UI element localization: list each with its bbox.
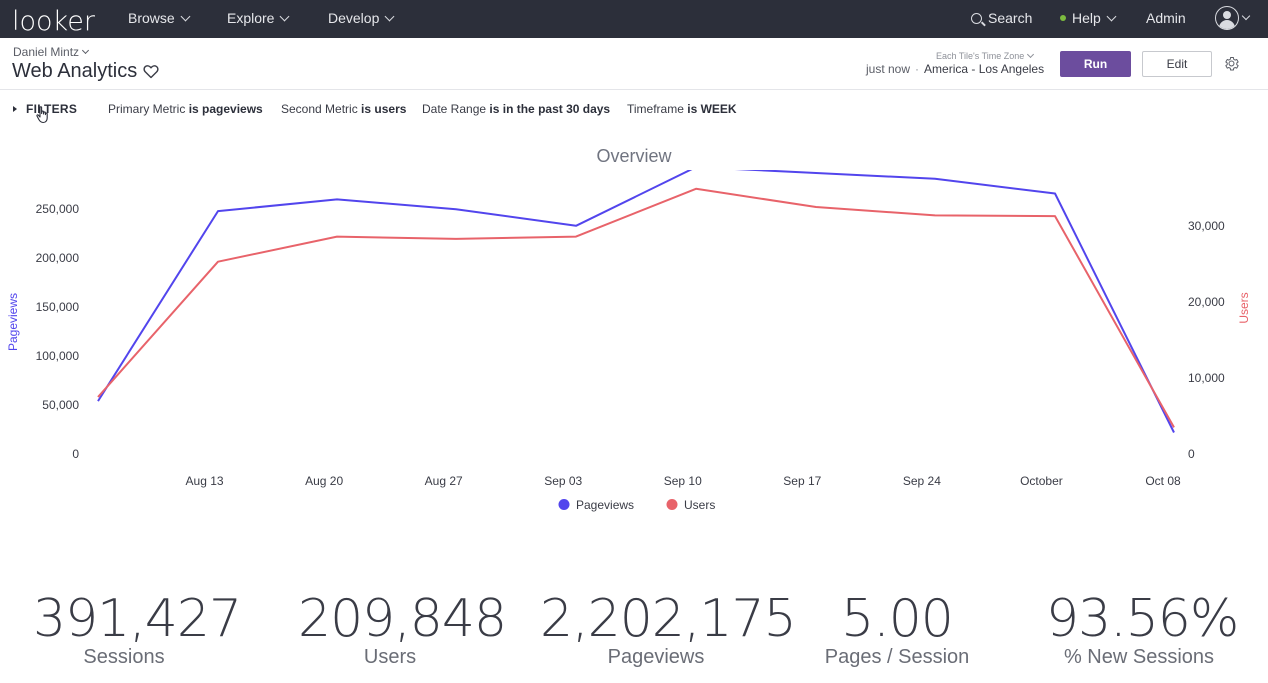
timezone-caption: Each Tile's Time Zone: [936, 51, 1025, 61]
status-dot-icon: [1060, 15, 1066, 21]
y-right-axis-title: Users: [1237, 292, 1251, 323]
chevron-down-icon: [180, 11, 191, 22]
x-tick-label: Aug 27: [425, 474, 463, 488]
heart-icon[interactable]: [143, 64, 159, 79]
filter-value: is WEEK: [687, 102, 737, 116]
kpi-label: Pages / Session: [824, 646, 970, 668]
nav-search-label: Search: [988, 10, 1033, 26]
kpi-pages-per-session: 5.00 Pages / Session: [818, 590, 976, 668]
filters-toggle[interactable]: FILTERS: [13, 102, 77, 116]
filter-value: is pageviews: [188, 102, 263, 116]
timezone-selector[interactable]: Each Tile's Time Zone: [936, 50, 1035, 61]
filter-timeframe[interactable]: Timeframe is WEEK: [627, 102, 737, 116]
chevron-down-icon[interactable]: [1241, 11, 1251, 21]
nav-search[interactable]: Search: [971, 0, 1032, 38]
legend-marker-users: [666, 499, 678, 510]
legend-label-pageviews: Pageviews: [576, 498, 634, 512]
nav-explore-label: Explore: [227, 10, 275, 26]
hand-pointer-icon: [36, 106, 48, 124]
chart-title: Overview: [596, 146, 672, 166]
nav-admin-label: Admin: [1146, 10, 1186, 26]
kpi-label: % New Sessions: [1063, 646, 1215, 668]
y-left-axis-title: Pageviews: [6, 293, 20, 351]
last-run-info: just now · America - Los Angeles: [866, 62, 1044, 76]
kpi-label: Sessions: [83, 646, 165, 668]
x-tick-label: October: [1020, 474, 1063, 488]
x-tick-label: Aug 20: [305, 474, 343, 488]
x-tick-label: Oct 08: [1145, 474, 1181, 488]
chevron-down-icon: [1106, 11, 1117, 22]
y-left-tick-label: 100,000: [36, 349, 80, 363]
legend-label-users: Users: [684, 498, 715, 512]
kpi-pageviews: 2,202,175 Pageviews: [540, 589, 797, 668]
filter-name: Date Range: [422, 102, 487, 116]
nav-admin[interactable]: Admin: [1146, 0, 1186, 38]
chevron-down-icon: [384, 11, 395, 22]
chevron-down-icon: [280, 11, 290, 22]
owner-name: Daniel Mintz: [13, 45, 80, 59]
logo-text: looker: [12, 6, 95, 37]
looker-logo[interactable]: looker: [12, 4, 95, 37]
dashboard-owner[interactable]: Daniel Mintz: [13, 45, 90, 59]
kpi-value: 93.56%: [1046, 589, 1239, 649]
separator-dot: ·: [915, 62, 920, 76]
nav-develop[interactable]: Develop: [328, 0, 395, 38]
y-left-tick-label: 200,000: [36, 251, 80, 265]
header-divider: [0, 89, 1268, 90]
chevron-down-icon: [81, 46, 90, 55]
y-left-tick-label: 150,000: [36, 300, 80, 314]
kpi-value: 391,427: [33, 589, 242, 649]
nav-browse[interactable]: Browse: [128, 0, 191, 38]
overview-line-chart: 0 50,000 100,000 150,000 200,000 250,000 0 10,0…: [6, 170, 1251, 512]
y-right-tick-label: 10,000: [1188, 371, 1225, 385]
x-tick-label: Aug 13: [186, 474, 224, 488]
filter-name: Primary Metric: [108, 102, 186, 116]
timezone-value: America - Los Angeles: [924, 62, 1045, 76]
user-avatar-icon[interactable]: [1215, 6, 1239, 30]
y-left-tick-label: 0: [72, 447, 79, 461]
y-right-tick-label: 30,000: [1188, 219, 1225, 233]
chevron-down-icon: [1027, 50, 1035, 59]
filter-name: Second Metric: [281, 102, 358, 116]
series-line-pageviews: [97, 170, 1175, 433]
filter-second-metric[interactable]: Second Metric is users: [281, 102, 406, 116]
kpi-label: Users: [363, 646, 417, 668]
y-left-tick-label: 250,000: [36, 202, 80, 216]
filter-date-range[interactable]: Date Range is in the past 30 days: [422, 102, 610, 116]
x-tick-label: Sep 03: [544, 474, 582, 488]
kpi-new-sessions: 93.56% % New Sessions: [1046, 589, 1239, 668]
nav-develop-label: Develop: [328, 10, 380, 26]
search-icon: [971, 13, 982, 24]
page-title: Web Analytics: [12, 60, 138, 82]
nav-help-label: Help: [1072, 10, 1101, 26]
nav-explore[interactable]: Explore: [227, 0, 290, 38]
run-button[interactable]: Run: [1060, 51, 1131, 77]
filter-name: Timeframe: [627, 102, 684, 116]
y-right-tick-label: 0: [1188, 447, 1195, 461]
nav-browse-label: Browse: [128, 10, 175, 26]
kpi-value: 209,848: [298, 589, 507, 649]
filter-value: is users: [361, 102, 407, 116]
caret-right-icon: [13, 106, 17, 112]
kpi-label: Pageviews: [607, 646, 705, 668]
gear-icon[interactable]: [1223, 55, 1240, 72]
kpi-users: 209,848 Users: [298, 589, 507, 668]
top-nav: looker Browse Explore Develop Search Hel…: [0, 0, 1268, 38]
kpi-sessions: 391,427 Sessions: [33, 589, 242, 668]
x-tick-label: Sep 24: [903, 474, 941, 488]
filters-label: FILTERS: [26, 102, 78, 116]
kpi-value: 5.00: [841, 589, 954, 649]
last-updated: just now: [866, 62, 911, 76]
filter-value: is in the past 30 days: [489, 102, 611, 116]
nav-help[interactable]: Help: [1060, 0, 1117, 38]
filter-primary-metric[interactable]: Primary Metric is pageviews: [108, 102, 263, 116]
x-tick-label: Sep 17: [783, 474, 821, 488]
x-tick-label: Sep 10: [664, 474, 702, 488]
edit-button[interactable]: Edit: [1142, 51, 1212, 77]
legend-marker-pageviews: [558, 499, 570, 510]
y-right-tick-label: 20,000: [1188, 295, 1225, 309]
series-line-users: [97, 187, 1175, 428]
kpi-value: 2,202,175: [540, 589, 797, 649]
y-left-tick-label: 50,000: [42, 398, 79, 412]
